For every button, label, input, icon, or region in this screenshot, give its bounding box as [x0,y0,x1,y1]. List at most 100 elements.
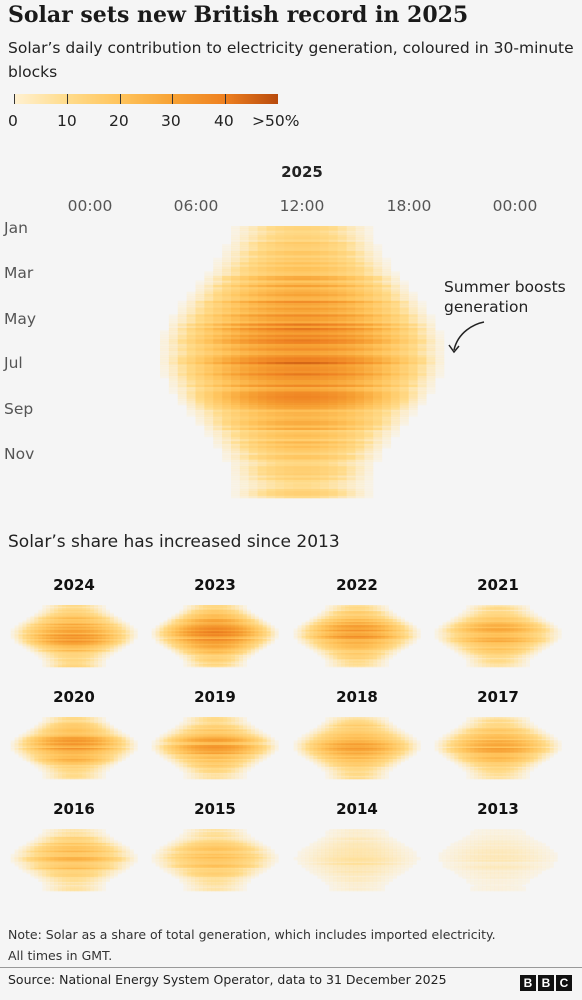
heatmap-cell [231,389,241,392]
heatmap-cell [42,632,47,635]
heatmap-cell [213,278,223,281]
heatmap-cell [293,341,303,345]
heatmap-cell [319,384,329,388]
heatmap-cell [310,314,321,317]
heatmap-cell [239,294,250,297]
heatmap-cell [54,654,59,657]
heatmap-cell [74,651,79,654]
heatmap-cell [222,312,232,315]
heatmap-cell [97,646,103,649]
heatmap-cell [337,375,347,379]
heatmap-cell [293,253,303,256]
heatmap-cell [226,618,232,621]
heatmap-cell [226,636,232,638]
heatmap-cell [222,612,228,615]
heatmap-cell [70,640,75,643]
heatmap-cell [204,407,214,410]
heatmap-cell [168,343,179,347]
heatmap-cell [364,611,370,614]
heatmap-cell [159,642,164,645]
heatmap-cell [85,663,91,666]
heatmap-cell [195,626,200,629]
heatmap-cell [364,341,374,345]
heatmap-cell [408,309,418,313]
heatmap-cell [381,330,392,333]
heatmap-cell [179,622,184,624]
heatmap-cell [218,639,224,641]
heatmap-cell [231,441,241,444]
heatmap-cell [101,618,106,621]
heatmap-cell [381,325,392,329]
heatmap-cell [390,284,400,288]
heatmap-cell [222,366,232,370]
heatmap-cell [266,382,276,385]
heatmap-cell [346,328,356,331]
heatmap-cell [74,608,79,610]
heatmap-cell [199,662,204,665]
heatmap-cell [195,605,200,607]
heatmap-cell [258,623,263,626]
heatmap-cell [179,643,184,646]
heatmap-cell [218,646,224,649]
heatmap-cell [302,434,312,438]
heatmap-cell [74,631,79,634]
heatmap-cell [399,396,409,399]
heatmap-cell [319,364,329,367]
heatmap-cell [319,420,329,424]
heatmap-cell [231,352,241,356]
heatmap-cell [26,629,31,632]
legend-tick [120,94,121,104]
heatmap-cell [266,477,276,481]
heatmap-cell [337,606,342,609]
heatmap-cell [74,614,79,617]
heatmap-cell [133,636,138,638]
heatmap-cell [364,350,374,354]
heatmap-cell [417,339,427,342]
heatmap-cell [346,475,356,478]
heatmap-cell [275,291,285,295]
heatmap-cell [242,631,247,634]
heatmap-cell [355,432,365,435]
heatmap-cell [230,623,236,626]
heatmap-cell [417,352,427,356]
heatmap-cell [248,373,258,376]
heatmap-cell [284,396,294,399]
heatmap-cell [242,622,247,624]
heatmap-cell [125,637,130,640]
heatmap-cell [248,305,258,308]
heatmap-cell [319,418,329,422]
heatmap-cell [319,334,329,338]
heatmap-cell [373,307,383,311]
heatmap-cell [168,362,179,365]
heatmap-cell [222,418,232,422]
heatmap-cell [151,636,156,638]
heatmap-cell [328,230,338,234]
heatmap-cell [81,662,87,665]
heatmap-cell [293,384,303,388]
heatmap-cell [355,371,365,374]
heatmap-cell [319,407,329,410]
heatmap-cell [159,629,164,632]
heatmap-cell [105,634,110,637]
heatmap-cell [191,640,196,643]
heatmap-cell [195,316,205,320]
heatmap-cell [77,617,83,620]
heatmap-cell [346,343,356,347]
heatmap-cell [417,366,427,370]
heatmap-cell [266,350,276,354]
heatmap-cell [346,450,356,453]
heatmap-cell [364,473,374,476]
heatmap-cell [284,488,294,492]
heatmap-cell [262,639,267,641]
heatmap-cell [81,657,87,660]
heatmap-cell [183,653,188,655]
heatmap-cell [399,316,409,320]
heatmap-cell [207,659,212,662]
heatmap-cell [321,614,326,617]
heatmap-cell [231,375,241,379]
heatmap-cell [238,614,244,617]
heatmap-cell [246,649,251,652]
heatmap-cell [204,332,214,336]
heatmap-cell [257,232,267,236]
heatmap-cell [328,434,338,438]
